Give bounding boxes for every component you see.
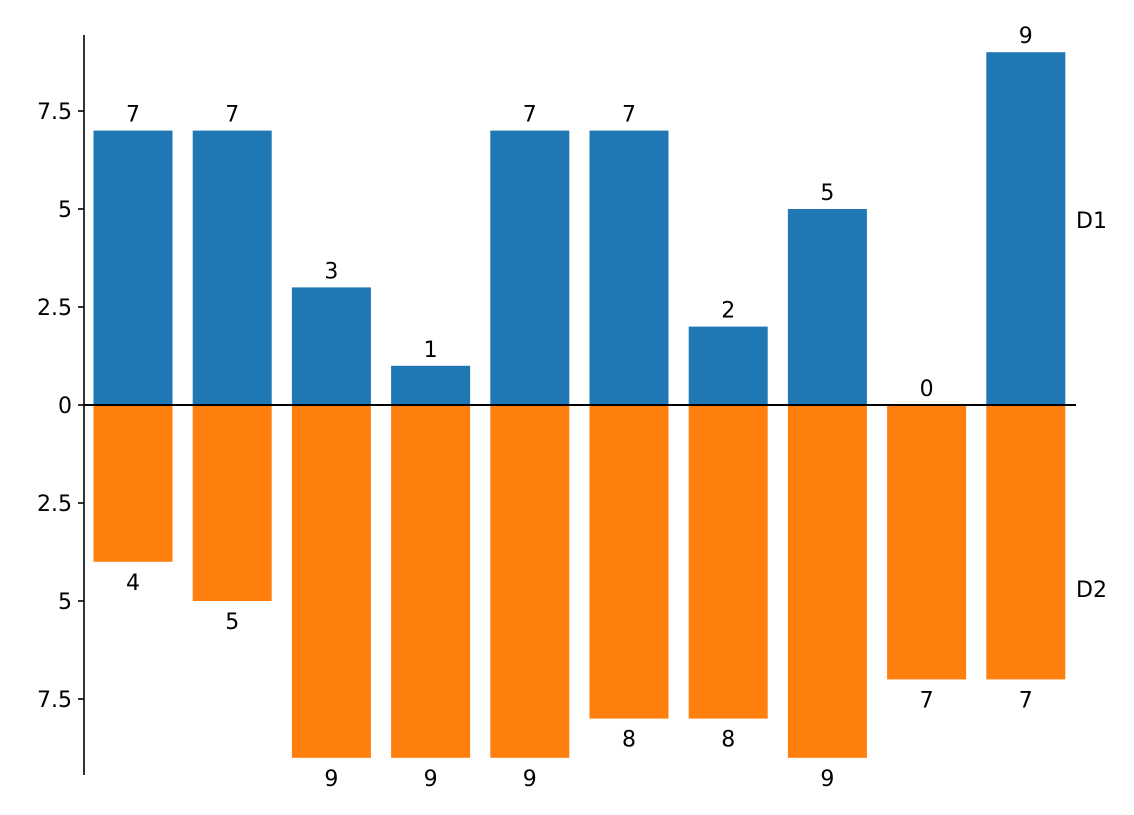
data-label-d2-7: 9 [820,767,834,792]
y-tick-label-5: 5 [58,590,72,615]
data-label-d1-0: 7 [126,103,140,128]
data-label-d1-5: 7 [622,103,636,128]
data-labels-layer: 7 7 3 1 7 7 2 5 0 9 4 5 9 9 9 8 8 9 7 7 [126,24,1033,792]
bar-d1-3 [391,365,471,405]
data-label-d1-2: 3 [324,259,338,284]
bar-d2-7 [787,405,867,758]
data-label-d2-6: 8 [721,728,735,753]
data-label-d2-5: 8 [622,728,636,753]
y-tick-label-1: 5 [58,198,72,223]
bar-d1-6 [688,326,768,405]
bar-d1-9 [986,52,1066,405]
data-label-d2-9: 7 [1019,688,1033,713]
data-label-d2-1: 5 [225,610,239,635]
bar-d2-1 [192,405,272,601]
bar-d2-3 [391,405,471,758]
data-label-d1-3: 1 [424,338,438,363]
data-label-d2-2: 9 [324,767,338,792]
bar-d1-0 [93,130,173,405]
bar-d2-5 [589,405,669,719]
series-names-layer: D1 D2 [1076,209,1107,603]
bars-layer [93,52,1066,758]
y-tick-label-2: 2.5 [37,296,72,321]
axes-layer: 7.5 5 2.5 0 2.5 5 7.5 [37,35,1076,775]
data-label-d1-1: 7 [225,103,239,128]
data-label-d2-4: 9 [523,767,537,792]
y-tick-label-0: 7.5 [37,100,72,125]
y-tick-label-4: 2.5 [37,492,72,517]
data-label-d1-4: 7 [523,103,537,128]
series-name-d2: D2 [1076,578,1107,603]
series-name-d1: D1 [1076,209,1107,234]
bar-d2-8 [887,405,967,680]
data-label-d2-3: 9 [424,767,438,792]
data-label-d2-0: 4 [126,571,140,596]
bar-d2-2 [291,405,371,758]
bar-d1-7 [787,209,867,405]
bar-d2-9 [986,405,1066,680]
bar-d2-4 [490,405,570,758]
data-label-d1-6: 2 [721,299,735,324]
y-tick-label-3: 0 [58,394,72,419]
data-label-d2-8: 7 [920,688,934,713]
bar-d1-1 [192,130,272,405]
bar-d2-6 [688,405,768,719]
bar-d2-0 [93,405,173,562]
data-label-d1-9: 9 [1019,24,1033,49]
bar-d1-5 [589,130,669,405]
bar-d1-4 [490,130,570,405]
bar-d1-2 [291,287,371,405]
y-tick-label-6: 7.5 [37,688,72,713]
data-label-d1-8: 0 [920,377,934,402]
data-label-d1-7: 5 [820,181,834,206]
